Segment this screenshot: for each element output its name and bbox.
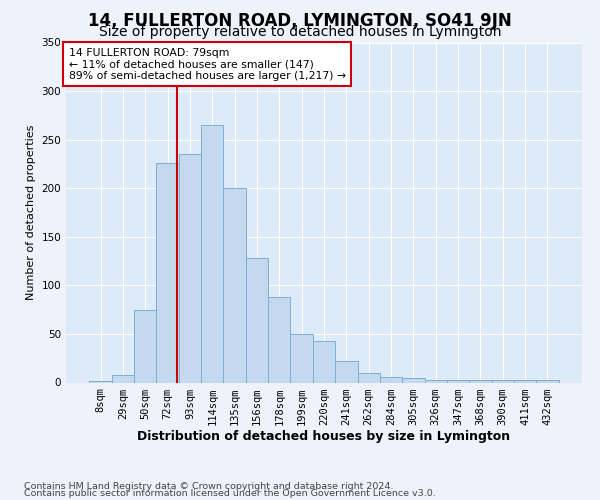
Bar xyxy=(335,361,358,382)
Bar xyxy=(290,334,313,382)
Text: 14 FULLERTON ROAD: 79sqm
← 11% of detached houses are smaller (147)
89% of semi-: 14 FULLERTON ROAD: 79sqm ← 11% of detach… xyxy=(68,48,346,81)
Bar xyxy=(201,125,223,382)
Text: Contains HM Land Registry data © Crown copyright and database right 2024.: Contains HM Land Registry data © Crown c… xyxy=(24,482,394,491)
Bar xyxy=(402,378,425,382)
Bar xyxy=(313,340,335,382)
Bar xyxy=(514,380,536,382)
Bar xyxy=(223,188,246,382)
Bar xyxy=(268,297,290,382)
Text: Contains public sector information licensed under the Open Government Licence v3: Contains public sector information licen… xyxy=(24,490,436,498)
Bar xyxy=(179,154,201,382)
Bar xyxy=(134,310,157,382)
Bar xyxy=(469,380,491,382)
Bar xyxy=(157,163,179,382)
X-axis label: Distribution of detached houses by size in Lymington: Distribution of detached houses by size … xyxy=(137,430,511,444)
Bar xyxy=(536,380,559,382)
Bar xyxy=(89,380,112,382)
Bar xyxy=(380,376,402,382)
Text: Size of property relative to detached houses in Lymington: Size of property relative to detached ho… xyxy=(99,25,501,39)
Bar xyxy=(112,374,134,382)
Bar xyxy=(447,380,469,382)
Bar xyxy=(425,380,447,382)
Text: 14, FULLERTON ROAD, LYMINGTON, SO41 9JN: 14, FULLERTON ROAD, LYMINGTON, SO41 9JN xyxy=(88,12,512,30)
Bar xyxy=(358,373,380,382)
Bar xyxy=(246,258,268,382)
Y-axis label: Number of detached properties: Number of detached properties xyxy=(26,125,36,300)
Bar xyxy=(491,380,514,382)
